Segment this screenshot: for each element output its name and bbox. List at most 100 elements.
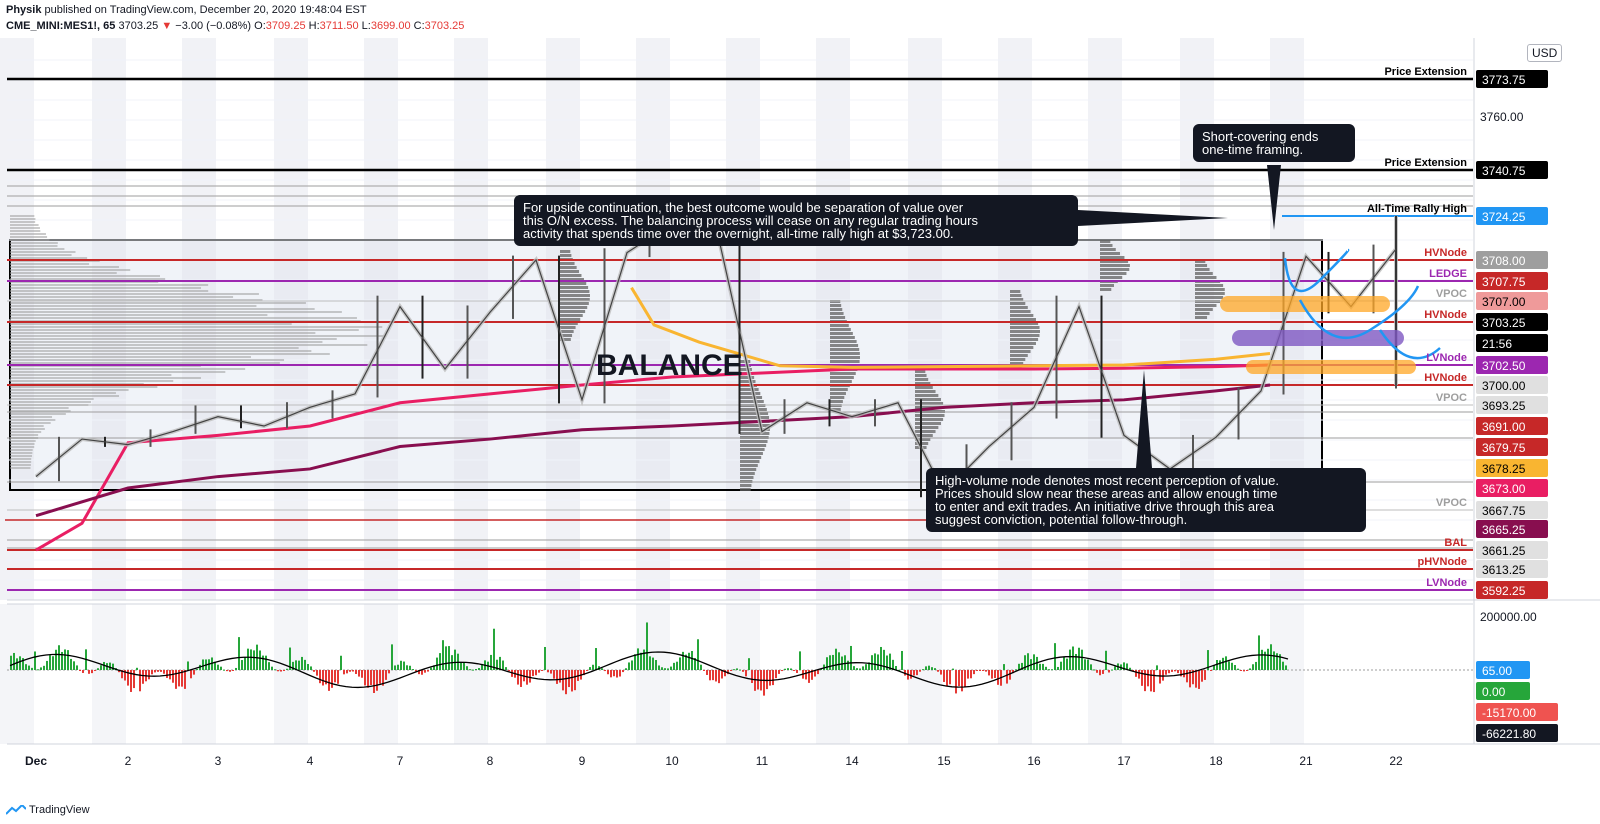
session-shade (182, 604, 216, 744)
osc-bar (928, 665, 930, 670)
currency-button[interactable]: USD (1527, 44, 1563, 62)
osc-bar (1243, 670, 1245, 672)
osc-bar (466, 666, 468, 670)
osc-bar (43, 665, 45, 670)
osc-bar (703, 670, 705, 671)
osc-bar (454, 649, 456, 670)
price-axis-tag (1476, 438, 1548, 456)
osc-bar (619, 670, 621, 677)
callout-line: Prices should slow near these areas and … (935, 486, 1278, 501)
volume-profile-bar (10, 332, 316, 334)
osc-bar (751, 670, 753, 684)
osc-bar (943, 670, 945, 682)
callout-line: this O/N excess. The balancing process w… (523, 213, 978, 228)
volume-profile-bar (10, 335, 386, 337)
session-profile-bar (740, 460, 760, 463)
symbol-name[interactable]: CME_MINI:MES1!, 65 (6, 20, 116, 32)
volume-profile-bar (10, 269, 131, 271)
osc-bar (553, 670, 555, 679)
high-value: 3711.50 (319, 20, 359, 32)
osc-bar (1099, 670, 1101, 676)
session-profile-bar (1010, 290, 1021, 293)
osc-bar (769, 670, 771, 686)
osc-bar (874, 653, 876, 670)
osc-bar (688, 652, 690, 670)
osc-bar (790, 668, 792, 670)
callout-line: activity that spends time over the overn… (523, 226, 954, 241)
osc-bar (1015, 669, 1017, 671)
osc-bar (535, 670, 537, 676)
osc-bar (295, 660, 297, 670)
osc-bar (433, 665, 435, 670)
session-profile-bar (560, 302, 589, 305)
volume-profile-bar (10, 359, 285, 361)
osc-bar (154, 670, 156, 673)
osc-bar (607, 670, 609, 675)
session-profile-bar (1010, 358, 1026, 361)
osc-bar (445, 646, 447, 670)
session-profile-bar (1010, 330, 1040, 333)
osc-bar (937, 670, 939, 672)
osc-bar (982, 670, 984, 671)
osc-bar (754, 670, 756, 691)
osc-bar (82, 670, 84, 673)
volume-profile-bar (10, 278, 166, 280)
osc-bar (394, 665, 396, 670)
osc-bar (247, 648, 249, 670)
session-profile-bar (830, 376, 854, 379)
volume-profile-bar (10, 263, 90, 265)
session-profile-bar (560, 270, 579, 273)
price-axis-tag-text: 3665.25 (1482, 523, 1526, 537)
high-label: H: (308, 20, 320, 32)
osc-bar (1069, 649, 1071, 670)
session-profile-bar (1100, 260, 1129, 263)
osc-bar (1033, 654, 1035, 670)
session-profile-bar (830, 400, 843, 403)
osc-bar (700, 664, 702, 670)
price-axis-tag (1476, 272, 1548, 290)
session-profile-bar (830, 328, 851, 331)
osc-bar (226, 670, 228, 672)
brand-text: TradingView (29, 804, 90, 816)
volume-profile-bar (10, 248, 65, 250)
osc-bar (547, 670, 549, 673)
osc-bar (637, 648, 639, 670)
osc-bar (1138, 670, 1140, 679)
osc-bar (922, 669, 924, 671)
osc-bar (685, 654, 687, 670)
osc-bar (961, 670, 963, 692)
session-profile-bar (740, 388, 759, 391)
volume-profile-bar (10, 371, 226, 373)
session-profile-bar (1010, 298, 1024, 301)
osc-bar (277, 670, 279, 672)
osc-bar (991, 670, 993, 679)
level-label: LVNode (1426, 352, 1467, 364)
osc-bar (94, 670, 96, 671)
price-axis-tag (1476, 70, 1548, 88)
osc-bar (1054, 643, 1056, 670)
osc-bar (997, 670, 999, 685)
osc-value-tag-text: 0.00 (1482, 685, 1506, 699)
volume-profile-bar (10, 401, 91, 403)
osc-bar (430, 667, 432, 670)
osc-bar (736, 668, 738, 670)
osc-bar (391, 644, 393, 670)
osc-bar (634, 654, 636, 670)
volume-profile-bar (10, 308, 315, 310)
osc-bar (808, 670, 810, 683)
price-axis-tag-text: 3707.75 (1482, 275, 1526, 289)
session-profile-bar (915, 434, 933, 437)
osc-bar (1039, 663, 1041, 670)
osc-bar (910, 670, 912, 679)
session-profile-bar (830, 332, 853, 335)
osc-bar (382, 670, 384, 686)
osc-bar (1096, 670, 1098, 673)
session-profile-bar (1100, 284, 1114, 287)
volume-profile-bar (10, 284, 209, 286)
session-shade (726, 38, 760, 600)
price-axis-tag (1476, 313, 1548, 331)
level-label: HVNode (1424, 372, 1467, 384)
session-profile-bar (740, 476, 754, 479)
open-label: O: (254, 20, 266, 32)
